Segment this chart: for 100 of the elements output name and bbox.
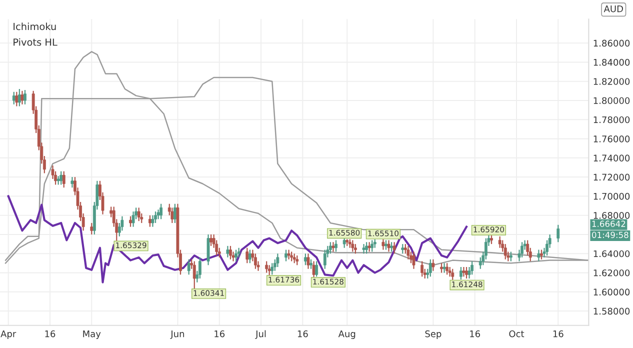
candlestick: [354, 243, 357, 254]
x-tick-label: Apr: [0, 330, 16, 339]
candlestick: [62, 170, 66, 188]
text: AUD: [604, 6, 623, 12]
candlestick: [160, 203, 163, 220]
candlestick: [210, 234, 212, 247]
candlestick: [310, 258, 312, 270]
candlestick: [237, 247, 240, 258]
candlestick: [129, 216, 132, 228]
y-tick-label: 1.70000: [594, 192, 630, 200]
candlestick: [170, 207, 174, 224]
x-tick-label: 16: [553, 330, 564, 338]
candlestick: [509, 251, 512, 262]
candlestick: [459, 266, 462, 280]
candlestick: [451, 268, 454, 280]
y-tick-label: 1.86000: [594, 40, 630, 47]
candlestick: [151, 214, 154, 228]
candlestick: [226, 245, 230, 258]
y-tick-label: 1.64000: [594, 250, 630, 258]
candlestick: [198, 256, 202, 280]
candlestick: [442, 262, 446, 274]
y-tick-label: 1.76000: [594, 135, 630, 142]
candlestick: [392, 242, 396, 254]
x-tick-label: Oct: [509, 330, 524, 338]
candlestick: [520, 242, 524, 258]
y-tick-label: 1.82000: [594, 78, 630, 85]
candlestick: [387, 240, 390, 252]
candlestick: [60, 170, 63, 186]
candlestick: [537, 249, 540, 262]
y-tick-label: 1.74000: [594, 154, 630, 162]
y-tick-label: 1.58000: [594, 308, 630, 315]
candlestick: [448, 266, 452, 278]
candlestick: [365, 242, 368, 254]
y-tick-label: 1.60000: [594, 288, 630, 296]
candlestick: [351, 240, 354, 252]
y-tick-label: 1.80000: [594, 97, 630, 104]
y-tick-label: 1.78000: [594, 116, 630, 124]
candlestick: [292, 253, 296, 264]
candlestick: [284, 249, 288, 262]
candlestick: [401, 243, 404, 254]
candlestick: [296, 254, 299, 266]
candlestick: [420, 260, 424, 278]
x-tick-label: Jul: [255, 330, 266, 339]
x-tick-label: 16: [214, 330, 225, 338]
candlestick: [276, 253, 280, 268]
candlestick: [132, 210, 135, 228]
candlestick: [287, 249, 290, 260]
x-tick-label: 16: [45, 330, 56, 338]
candlestick: [148, 214, 152, 228]
candlestick: [446, 262, 449, 276]
y-tick-label: 1.62000: [594, 269, 630, 276]
x-tick-label: 16: [470, 330, 480, 338]
x-tick-label: May: [83, 330, 101, 339]
y-tick-label: 1.72000: [594, 174, 630, 181]
candlestick: [206, 234, 210, 266]
candlestick: [268, 264, 271, 276]
text: 01:49:58: [592, 232, 628, 238]
candlestick: [462, 266, 466, 278]
line-series: [7, 195, 468, 284]
candlestick: [315, 260, 318, 278]
candlestick: [154, 210, 157, 224]
candlestick: [334, 240, 338, 252]
candlestick: [412, 251, 416, 270]
candlestick: [265, 260, 268, 274]
candlestick: [332, 242, 335, 252]
x-tick-label: 16: [298, 330, 308, 338]
candlestick: [270, 262, 274, 276]
candlestick: [90, 222, 94, 236]
candlestick: [440, 262, 443, 274]
candlestick: [370, 240, 374, 252]
candlestick: [362, 243, 366, 254]
candlestick: [465, 266, 468, 280]
candlestick: [137, 207, 140, 222]
candlestick: [192, 260, 196, 290]
candlestick: [20, 90, 24, 105]
y-tick-label: 1.84000: [594, 58, 630, 66]
candlestick: [290, 251, 294, 262]
x-tick-label: Jun: [170, 330, 184, 339]
candlestick: [70, 176, 74, 188]
candlestick: [304, 253, 307, 266]
text: 1.66642: [592, 220, 626, 227]
candlestick: [12, 91, 16, 105]
candlestick: [312, 260, 316, 278]
x-tick-label: Aug: [338, 330, 356, 339]
candlestick: [187, 258, 190, 276]
candlestick: [234, 249, 238, 262]
annotation: Ichimoku: [14, 22, 56, 30]
candlestick: [498, 236, 502, 248]
y-tick-label: 1.68000: [594, 212, 630, 219]
candlestick: [540, 249, 543, 260]
candlestick: [556, 224, 560, 243]
candlestick: [428, 258, 432, 278]
candlestick: [323, 249, 326, 270]
candlestick: [390, 242, 393, 252]
candlestick: [432, 258, 435, 272]
candlestick: [306, 253, 310, 270]
candlestick: [470, 260, 474, 276]
annotation: Pivots HL: [14, 38, 58, 46]
x-tick-label: Sep: [425, 330, 442, 339]
candlestick: [328, 242, 332, 254]
